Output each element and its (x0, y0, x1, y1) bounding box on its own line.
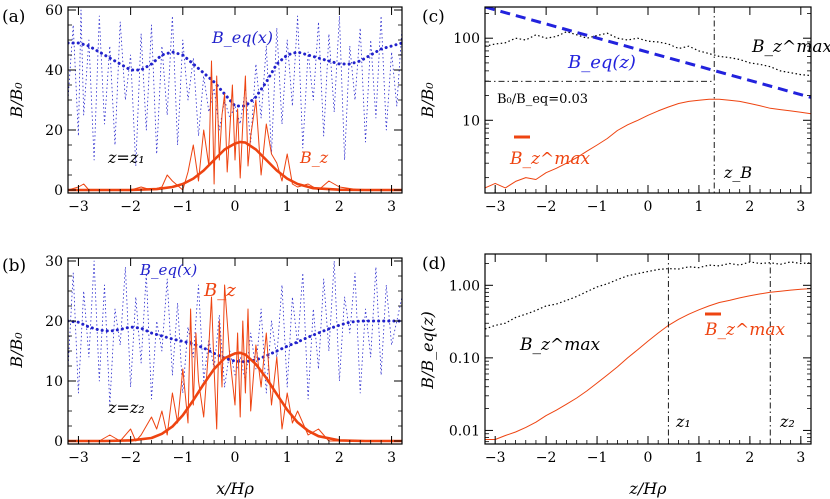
panel-b-z-label: z=z₂ (107, 398, 145, 417)
panel-a-bz-label: B_z (299, 148, 329, 167)
panel-c-series-b-eq-z- (485, 7, 811, 99)
panel-a-xtick-label: 1 (283, 199, 292, 215)
panel-a-xtick-label: 0 (231, 199, 240, 215)
panel-a-xtick-label: 2 (335, 199, 344, 215)
panel-c-bmax-red-label: B_z^max (509, 149, 590, 169)
panel-b-xtick-label: 1 (283, 450, 292, 466)
panel-b-ytick-label: 30 (45, 254, 63, 270)
panel-a-ytick-label: 40 (45, 63, 63, 79)
panel-a-z-label: z=z₁ (107, 148, 145, 167)
panel-d: −3 −2 −1 0 1 2 3 0.01 0.10 1.00 (d) B/B_eq(z) B_z… (418, 253, 812, 498)
panel-d-bmax-red-label: B_z^max (704, 320, 785, 340)
panel-b-series-b-eq-variation (68, 260, 402, 406)
panel-c-ytick-label: 100 (453, 31, 480, 47)
panel-d-ylabel: B/B_eq(z) (418, 311, 437, 390)
panel-a-ytick-label: 60 (45, 3, 63, 19)
panel-b-xtick-label: −1 (172, 450, 193, 466)
panel-d-ytick-label: 0.10 (449, 351, 480, 367)
panel-b-series-b-eq-x- (68, 319, 402, 364)
panel-b-bz-label: B_z (203, 280, 236, 301)
panel-c-ytick-label: 10 (462, 113, 480, 129)
panel-a-xtick-label: 3 (387, 199, 396, 215)
panel-a-ytick-label: 0 (54, 183, 63, 199)
panel-d-xtick-label: −3 (485, 450, 506, 466)
panel-d-xlabel: z/Hρ (628, 479, 667, 498)
panel-c-xtick-label: −3 (485, 199, 506, 215)
panel-d-bmax-black-label: B_z^max (519, 335, 600, 355)
panel-a-series-b-z-fit (68, 140, 402, 192)
panel-c-xtick-label: −1 (587, 199, 608, 215)
panel-c-ratio-label: B₀/B_eq=0.03 (497, 92, 588, 107)
panel-a-xtick-label: −3 (68, 199, 89, 215)
panel-b-xlabel: x/Hρ (216, 479, 254, 498)
panel-d-xtick-label: 0 (644, 450, 653, 466)
panel-b-series-b-z-fit (68, 351, 402, 443)
panel-d-ytick-label: 0.01 (449, 423, 480, 439)
panel-b-ytick-label: 0 (54, 434, 63, 450)
panel-c-series-b-z-max-red- (485, 98, 811, 189)
panel-a-beq-label: B_eq(x) (211, 28, 273, 47)
panel-b-ytick-label: 10 (45, 374, 63, 390)
panel-d-ytick-label: 1.00 (449, 278, 480, 294)
panel-c-series-b-z-max-black- (485, 31, 811, 77)
panel-a-ytick-label: 20 (45, 123, 63, 139)
panel-b-beq-label: B_eq(x) (139, 261, 197, 279)
panel-c-xtick-label: 2 (745, 199, 754, 215)
panel-b-xtick-label: 3 (387, 450, 396, 466)
panel-d-z1-label: z₁ (675, 412, 691, 431)
panel-c-xtick-label: 0 (644, 199, 653, 215)
panel-a: −3 −2 −1 0 1 2 3 0 20 40 60 (a) B/B₀ B_eq(x) B_z z… (2, 3, 403, 215)
panel-b-ytick-label: 20 (45, 314, 63, 330)
panel-b-xtick-label: −2 (120, 450, 141, 466)
panel-d-series-b-z-max-black- (485, 261, 811, 330)
panel-c-xtick-label: 3 (796, 199, 805, 215)
panel-c-beq-label: B_eq(z) (567, 52, 636, 73)
panel-d-z2-label: z₂ (779, 412, 795, 431)
panel-d-series-b-z-max-red- (485, 288, 811, 440)
panel-a-tag: (a) (2, 7, 25, 27)
panel-a-ylabel: B/B₀ (7, 82, 26, 119)
panel-d-xtick-label: 1 (694, 450, 703, 466)
panel-d-tag: (d) (422, 254, 446, 274)
panel-a-series-b-eq-variation (68, 9, 402, 167)
panel-c-zb-label: z_B (723, 163, 752, 182)
panel-c-ylabel: B/B₀ (418, 82, 437, 119)
panel-a-series-b-z (68, 60, 402, 191)
panel-b-series-b-z (68, 284, 402, 442)
panel-a-xtick-label: −1 (172, 199, 193, 215)
panel-b-xtick-label: −3 (68, 450, 89, 466)
panel-c-xtick-label: 1 (694, 199, 703, 215)
panel-c: −3 −2 −1 0 1 2 3 10 100 (c) B/B₀ B_eq(z) B_z^max… (418, 6, 830, 215)
panel-d-xtick-label: −2 (536, 450, 557, 466)
panel-a-xtick-label: −2 (120, 199, 141, 215)
panel-d-xtick-label: −1 (587, 450, 608, 466)
panel-b-xtick-label: 2 (335, 450, 344, 466)
panel-c-xtick-label: −2 (536, 199, 557, 215)
panel-d-xtick-label: 2 (745, 450, 754, 466)
panel-c-bmax-black-label: B_z^max (751, 37, 830, 57)
panel-a-series-b-eq-x- (68, 41, 402, 108)
panel-b-tag: (b) (2, 256, 26, 276)
panel-c-tag: (c) (422, 7, 445, 27)
panel-b-xtick-label: 0 (231, 450, 240, 466)
panel-d-xtick-label: 3 (796, 450, 805, 466)
panel-b-ylabel: B/B₀ (7, 332, 26, 369)
